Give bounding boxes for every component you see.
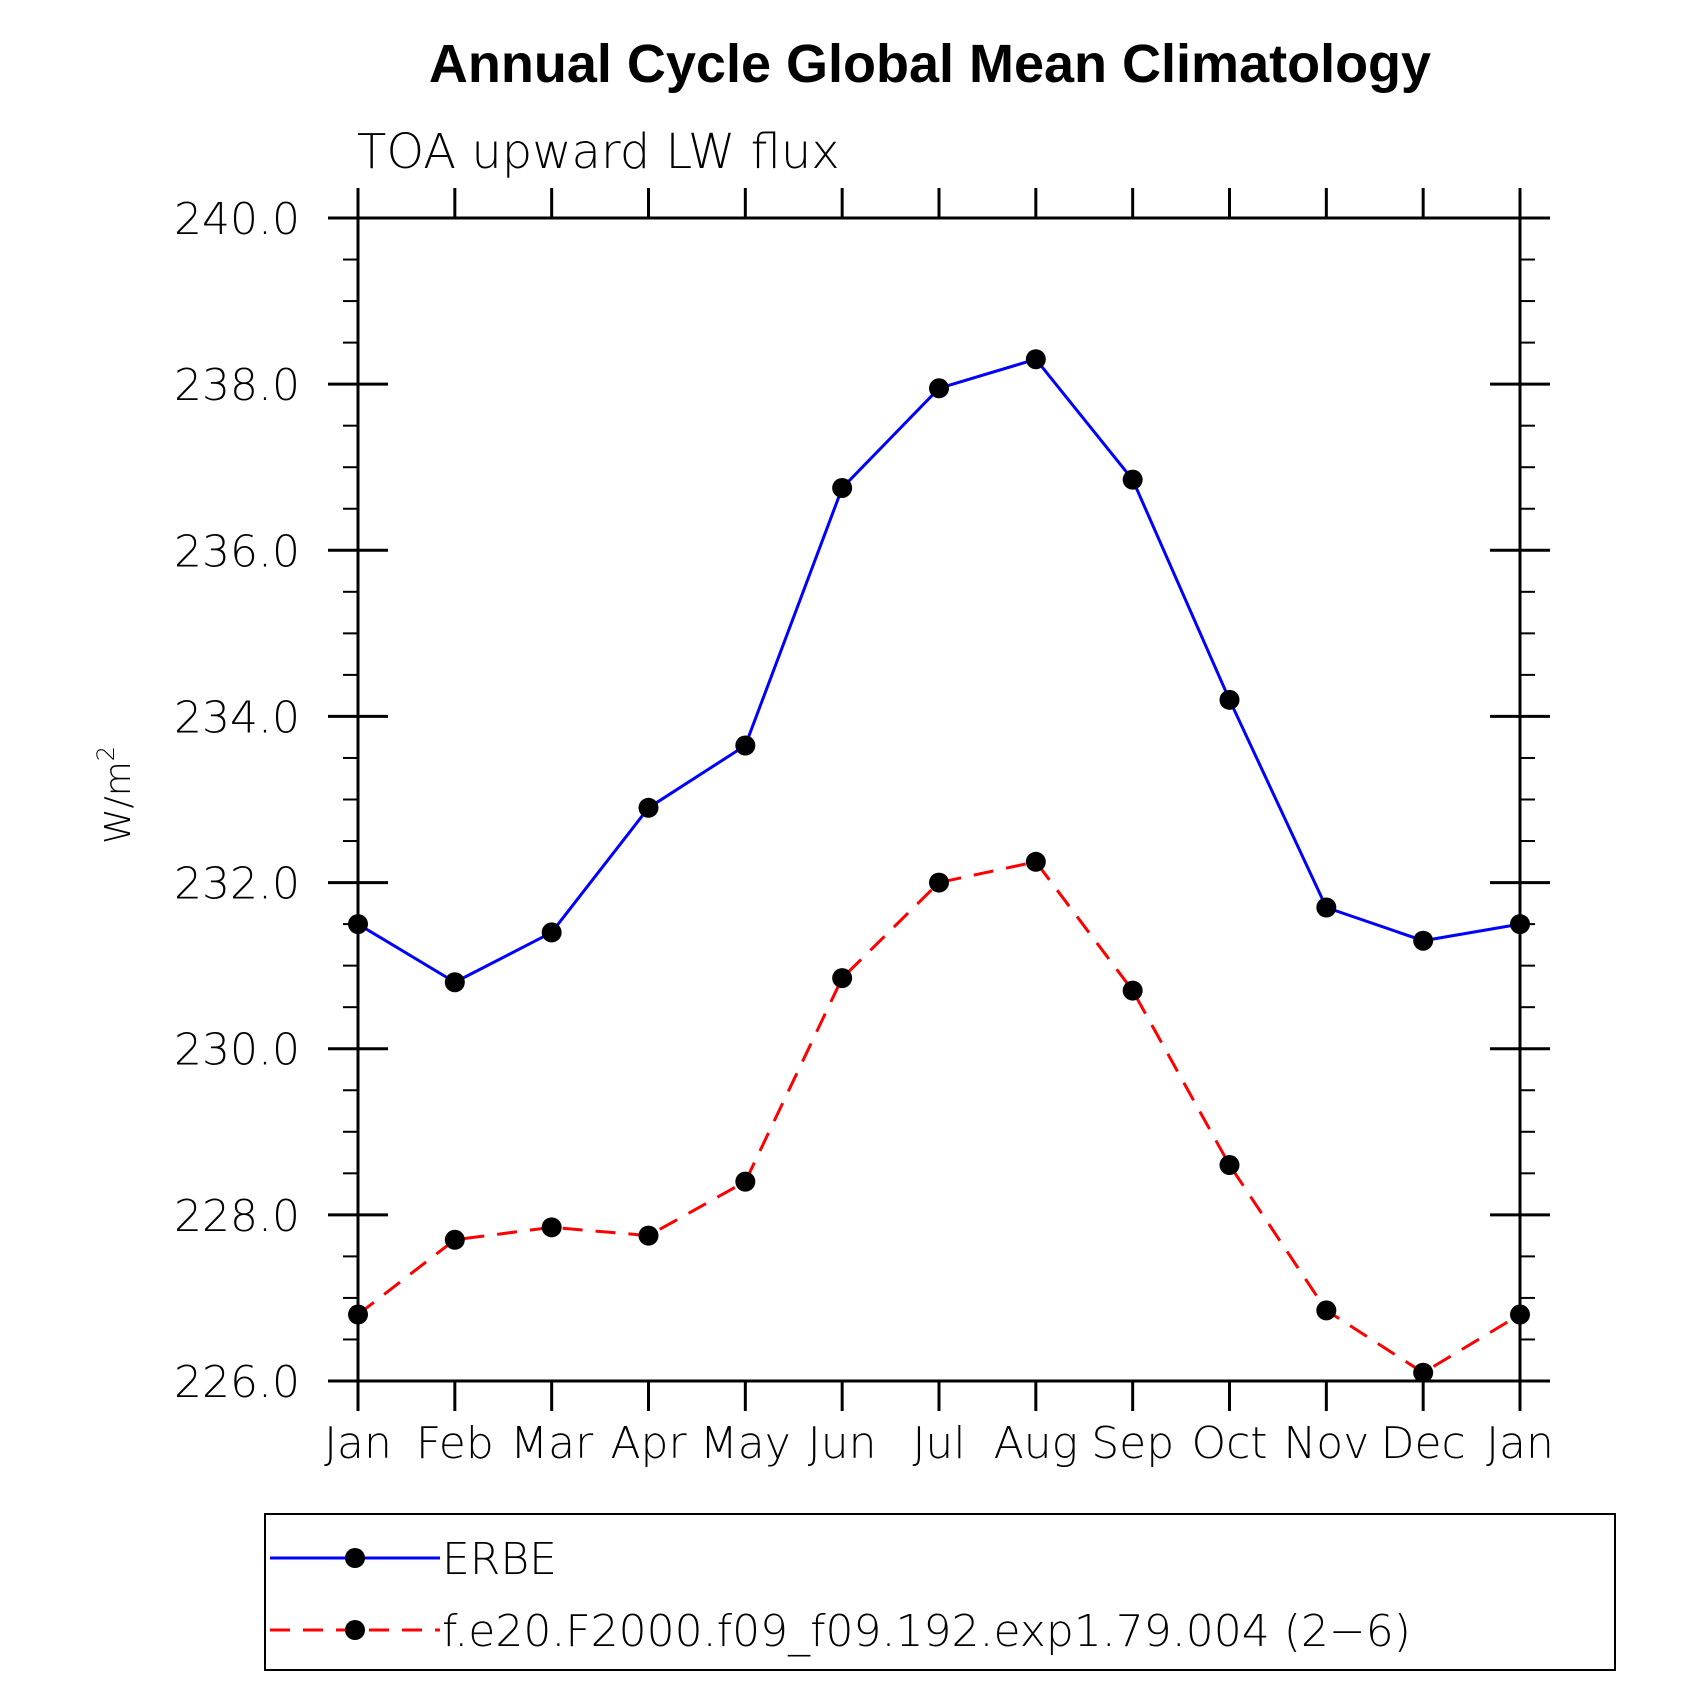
x-tick-label: Aug (994, 1418, 1078, 1469)
data-point-1 (832, 968, 853, 989)
data-point-0 (1025, 349, 1046, 370)
y-tick-label: 236.0 (174, 526, 300, 577)
chart-title: Annual Cycle Global Mean Climatology (429, 34, 1431, 94)
data-point-1 (1122, 980, 1143, 1001)
y-tick-label: 230.0 (174, 1025, 300, 1076)
x-tick-label: Jan (1486, 1418, 1554, 1469)
x-tick-label: Nov (1283, 1418, 1369, 1469)
data-point-0 (638, 797, 659, 818)
x-tick-label: Dec (1381, 1418, 1466, 1469)
data-series (348, 349, 1530, 1383)
legend: ERBE f.e20.F2000.f09_f09.192.exp1.79.004… (264, 1513, 1616, 1671)
y-tick-labels: 226.0 228.0 230.0 232.0 234.0 236.0 238.0 240.0 (174, 194, 300, 1408)
x-tick-label: Feb (416, 1418, 494, 1469)
y-axis-label: W/m2 (92, 746, 139, 844)
x-tick-label: Oct (1191, 1418, 1267, 1469)
data-point-1 (735, 1171, 756, 1192)
x-tick-label: May (700, 1418, 791, 1469)
y-tick-label: 226.0 (174, 1357, 300, 1408)
x-tick-labels: Jan Feb Mar Apr May Jun Jul Aug Sep Oct Nov Dec Jan (324, 1418, 1554, 1469)
data-point-0 (929, 378, 949, 399)
data-point-0 (1219, 689, 1240, 710)
axis-ticks (328, 188, 1550, 1411)
data-point-0 (541, 922, 562, 943)
series-line-1 (357, 860, 1521, 1375)
data-point-0 (735, 735, 756, 756)
data-point-1 (1025, 851, 1046, 872)
plot-frame (356, 216, 1522, 1383)
y-tick-label: 232.0 (174, 859, 300, 910)
y-axis-label-text: W/m (98, 761, 139, 844)
data-point-1 (929, 872, 949, 893)
svg-text:W/m2: W/m2 (92, 746, 139, 844)
data-point-1 (1316, 1300, 1337, 1321)
chart-subtitle: TOA upward LW flux (357, 124, 840, 180)
x-tick-label: Sep (1091, 1418, 1174, 1469)
y-tick-label: 238.0 (174, 360, 300, 411)
legend-marker-erbe (345, 1548, 365, 1568)
data-point-1 (541, 1217, 562, 1238)
data-point-0 (444, 972, 465, 993)
x-tick-label: Jun (808, 1418, 877, 1469)
legend-marker-model (345, 1620, 365, 1640)
y-tick-label: 240.0 (174, 194, 300, 245)
data-point-1 (638, 1225, 659, 1246)
data-point-1 (444, 1229, 465, 1250)
y-tick-label: 234.0 (174, 692, 300, 743)
x-tick-label: Mar (510, 1418, 594, 1469)
data-point-0 (832, 477, 853, 498)
data-point-0 (1413, 930, 1434, 951)
data-point-1 (1413, 1362, 1434, 1383)
data-point-1 (1219, 1155, 1240, 1176)
legend-label-erbe: ERBE (442, 1534, 557, 1585)
legend-box (264, 1513, 1616, 1671)
legend-label-model: f.e20.F2000.f09_f09.192.exp1.79.004 (2−6… (442, 1606, 1411, 1657)
x-tick-label: Jul (912, 1418, 965, 1469)
y-axis-label-superscript: 2 (92, 746, 120, 761)
data-point-0 (1316, 897, 1337, 918)
x-tick-label: Jan (324, 1418, 392, 1469)
x-tick-label: Apr (610, 1418, 687, 1469)
y-tick-label: 228.0 (174, 1191, 300, 1242)
data-point-0 (1122, 469, 1143, 490)
